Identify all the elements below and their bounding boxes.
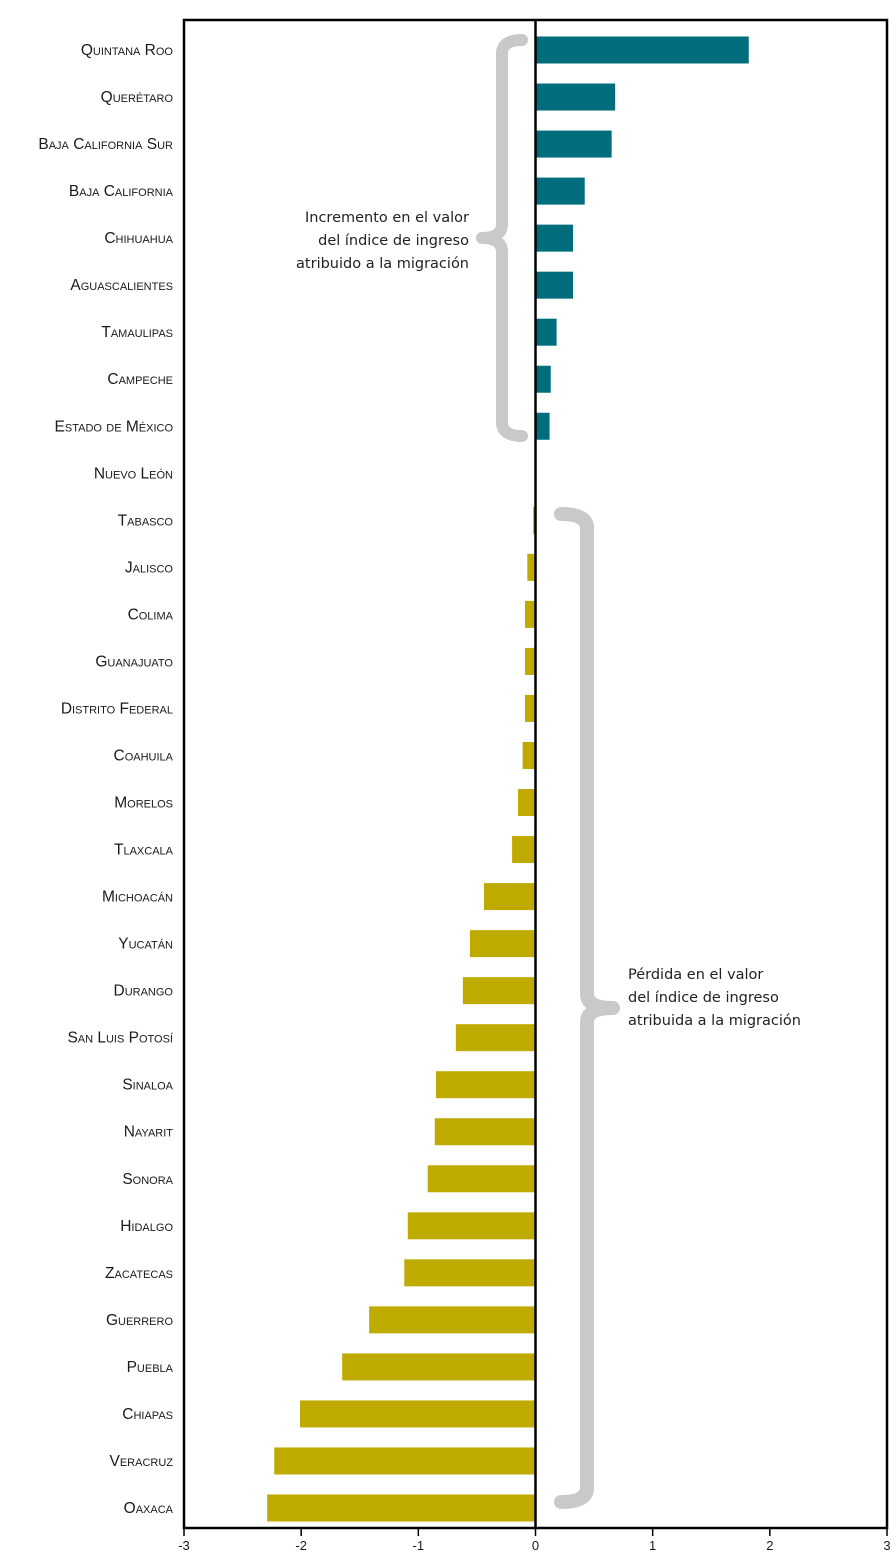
category-label-21: San Luis Potosí — [67, 1030, 173, 1047]
category-label-3: Baja California — [69, 183, 174, 200]
category-label-7: Campeche — [107, 371, 173, 388]
negative-annotation-line-2: atribuida a la migración — [628, 1013, 801, 1029]
bars-layer — [267, 36, 749, 1522]
bar-28 — [342, 1353, 536, 1381]
category-label-13: Guanajuato — [95, 653, 173, 670]
category-label-19: Yucatán — [118, 936, 173, 953]
positive-annotation-line-2: atribuido a la migración — [296, 256, 469, 272]
bar-6 — [535, 318, 557, 346]
category-label-9: Nuevo León — [94, 465, 173, 482]
bar-0 — [535, 36, 749, 64]
bar-30 — [274, 1447, 536, 1475]
x-axis-ticks: -3 -2 -1 0 1 2 3 — [178, 1528, 891, 1553]
annotations-layer: Incremento en el valor del índice de ingr… — [296, 210, 801, 1029]
category-label-29: Chiapas — [122, 1406, 173, 1423]
bar-27 — [369, 1306, 536, 1334]
category-label-15: Coahuila — [114, 747, 174, 764]
bar-17 — [512, 836, 536, 864]
positive-annotation-line-0: Incremento en el valor — [305, 210, 469, 226]
category-label-16: Morelos — [114, 795, 173, 812]
x-tick-label-1: -2 — [295, 1538, 307, 1553]
bar-15 — [522, 741, 536, 769]
category-label-24: Sonora — [122, 1171, 173, 1188]
category-label-31: Oaxaca — [124, 1500, 174, 1517]
bar-29 — [299, 1400, 536, 1428]
negative-annotation-line-0: Pérdida en el valor — [628, 967, 763, 983]
bar-22 — [435, 1071, 536, 1099]
negative-brace — [554, 507, 620, 1509]
category-label-1: Querétaro — [101, 89, 174, 106]
x-tick-label-0: -3 — [178, 1538, 190, 1553]
category-label-30: Veracruz — [109, 1453, 173, 1470]
bar-4 — [535, 224, 573, 252]
x-tick-label-6: 3 — [883, 1538, 890, 1553]
category-label-6: Tamaulipas — [101, 324, 173, 341]
x-tick-label-5: 2 — [766, 1538, 773, 1553]
category-label-25: Hidalgo — [120, 1218, 173, 1235]
category-label-17: Tlaxcala — [114, 842, 174, 859]
positive-brace — [476, 34, 528, 442]
category-label-18: Michoacán — [102, 889, 173, 906]
x-tick-label-2: -1 — [413, 1538, 425, 1553]
bar-18 — [483, 883, 536, 911]
bar-1 — [535, 83, 616, 111]
bar-3 — [535, 177, 585, 205]
bar-19 — [469, 930, 536, 958]
category-label-10: Tabasco — [118, 512, 174, 529]
category-label-26: Zacatecas — [105, 1265, 173, 1282]
bar-7 — [535, 365, 551, 393]
category-label-2: Baja California Sur — [38, 136, 173, 153]
bar-5 — [535, 271, 573, 299]
category-label-11: Jalisco — [125, 559, 174, 576]
bar-23 — [434, 1118, 536, 1146]
positive-annotation-line-1: del índice de ingreso — [318, 233, 469, 249]
category-label-27: Guerrero — [106, 1312, 174, 1329]
bar-13 — [524, 647, 536, 675]
bar-12 — [524, 600, 536, 628]
bar-2 — [535, 130, 612, 158]
braces-layer — [476, 34, 620, 1509]
bar-16 — [517, 789, 536, 817]
bar-11 — [527, 553, 536, 581]
x-tick-label-3: 0 — [532, 1538, 539, 1553]
bar-25 — [407, 1212, 536, 1240]
x-tick-label-4: 1 — [649, 1538, 656, 1553]
category-label-28: Puebla — [127, 1359, 174, 1376]
bar-14 — [524, 694, 536, 722]
bar-26 — [404, 1259, 536, 1287]
category-label-22: Sinaloa — [122, 1077, 173, 1094]
category-label-12: Colima — [128, 606, 174, 623]
bar-24 — [427, 1165, 536, 1193]
bar-31 — [267, 1494, 536, 1522]
category-labels: Quintana Roo Querétaro Baja California Sur… — [38, 42, 174, 1517]
category-label-8: Estado de México — [55, 418, 174, 435]
category-label-14: Distrito Federal — [61, 700, 173, 717]
category-label-20: Durango — [114, 983, 174, 1000]
bar-20 — [462, 977, 536, 1005]
bar-21 — [455, 1024, 536, 1052]
category-label-5: Aguascalientes — [70, 277, 173, 294]
category-label-0: Quintana Roo — [81, 42, 174, 59]
category-label-4: Chihuahua — [104, 230, 173, 247]
bar-8 — [535, 412, 550, 440]
category-label-23: Nayarit — [124, 1124, 174, 1141]
negative-annotation-line-1: del índice de ingreso — [628, 990, 779, 1006]
